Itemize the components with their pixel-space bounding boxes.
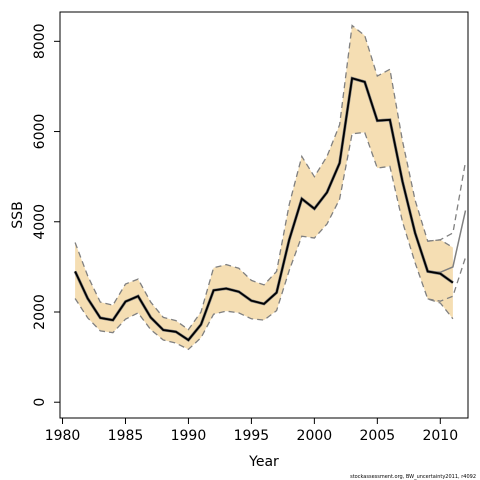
x-tick-label: 2000 (297, 428, 333, 444)
estimate-line (74, 77, 454, 342)
y-tick-label: 0 (32, 398, 48, 407)
y-tick-label: 8000 (32, 23, 48, 59)
upper-ci-line (74, 24, 454, 331)
y-axis-title: SSB (10, 201, 26, 228)
x-axis-title: Year (248, 454, 279, 470)
plot-frame (59, 11, 469, 419)
other-run-upper-line (427, 161, 467, 242)
confidence-band (75, 25, 453, 350)
x-tick-label: 2010 (422, 428, 458, 444)
x-tick-label: 1985 (108, 428, 144, 444)
y-tick-label: 6000 (32, 114, 48, 150)
x-tick-label: 2005 (360, 428, 396, 444)
y-axis: 0 2000 4000 6000 8000 (32, 23, 60, 407)
lower-ci-line (74, 131, 454, 351)
x-tick-label: 1980 (45, 428, 81, 444)
y-tick-label: 2000 (32, 294, 48, 330)
plot-area (73, 24, 467, 351)
y-tick-label: 4000 (32, 204, 48, 240)
x-tick-label: 1995 (234, 428, 270, 444)
x-axis: 1980 1985 1990 1995 2000 2005 2010 (45, 418, 458, 444)
footnote: stockassessment.org, BW_uncertainty2011,… (350, 474, 476, 480)
x-tick-label: 1990 (171, 428, 207, 444)
